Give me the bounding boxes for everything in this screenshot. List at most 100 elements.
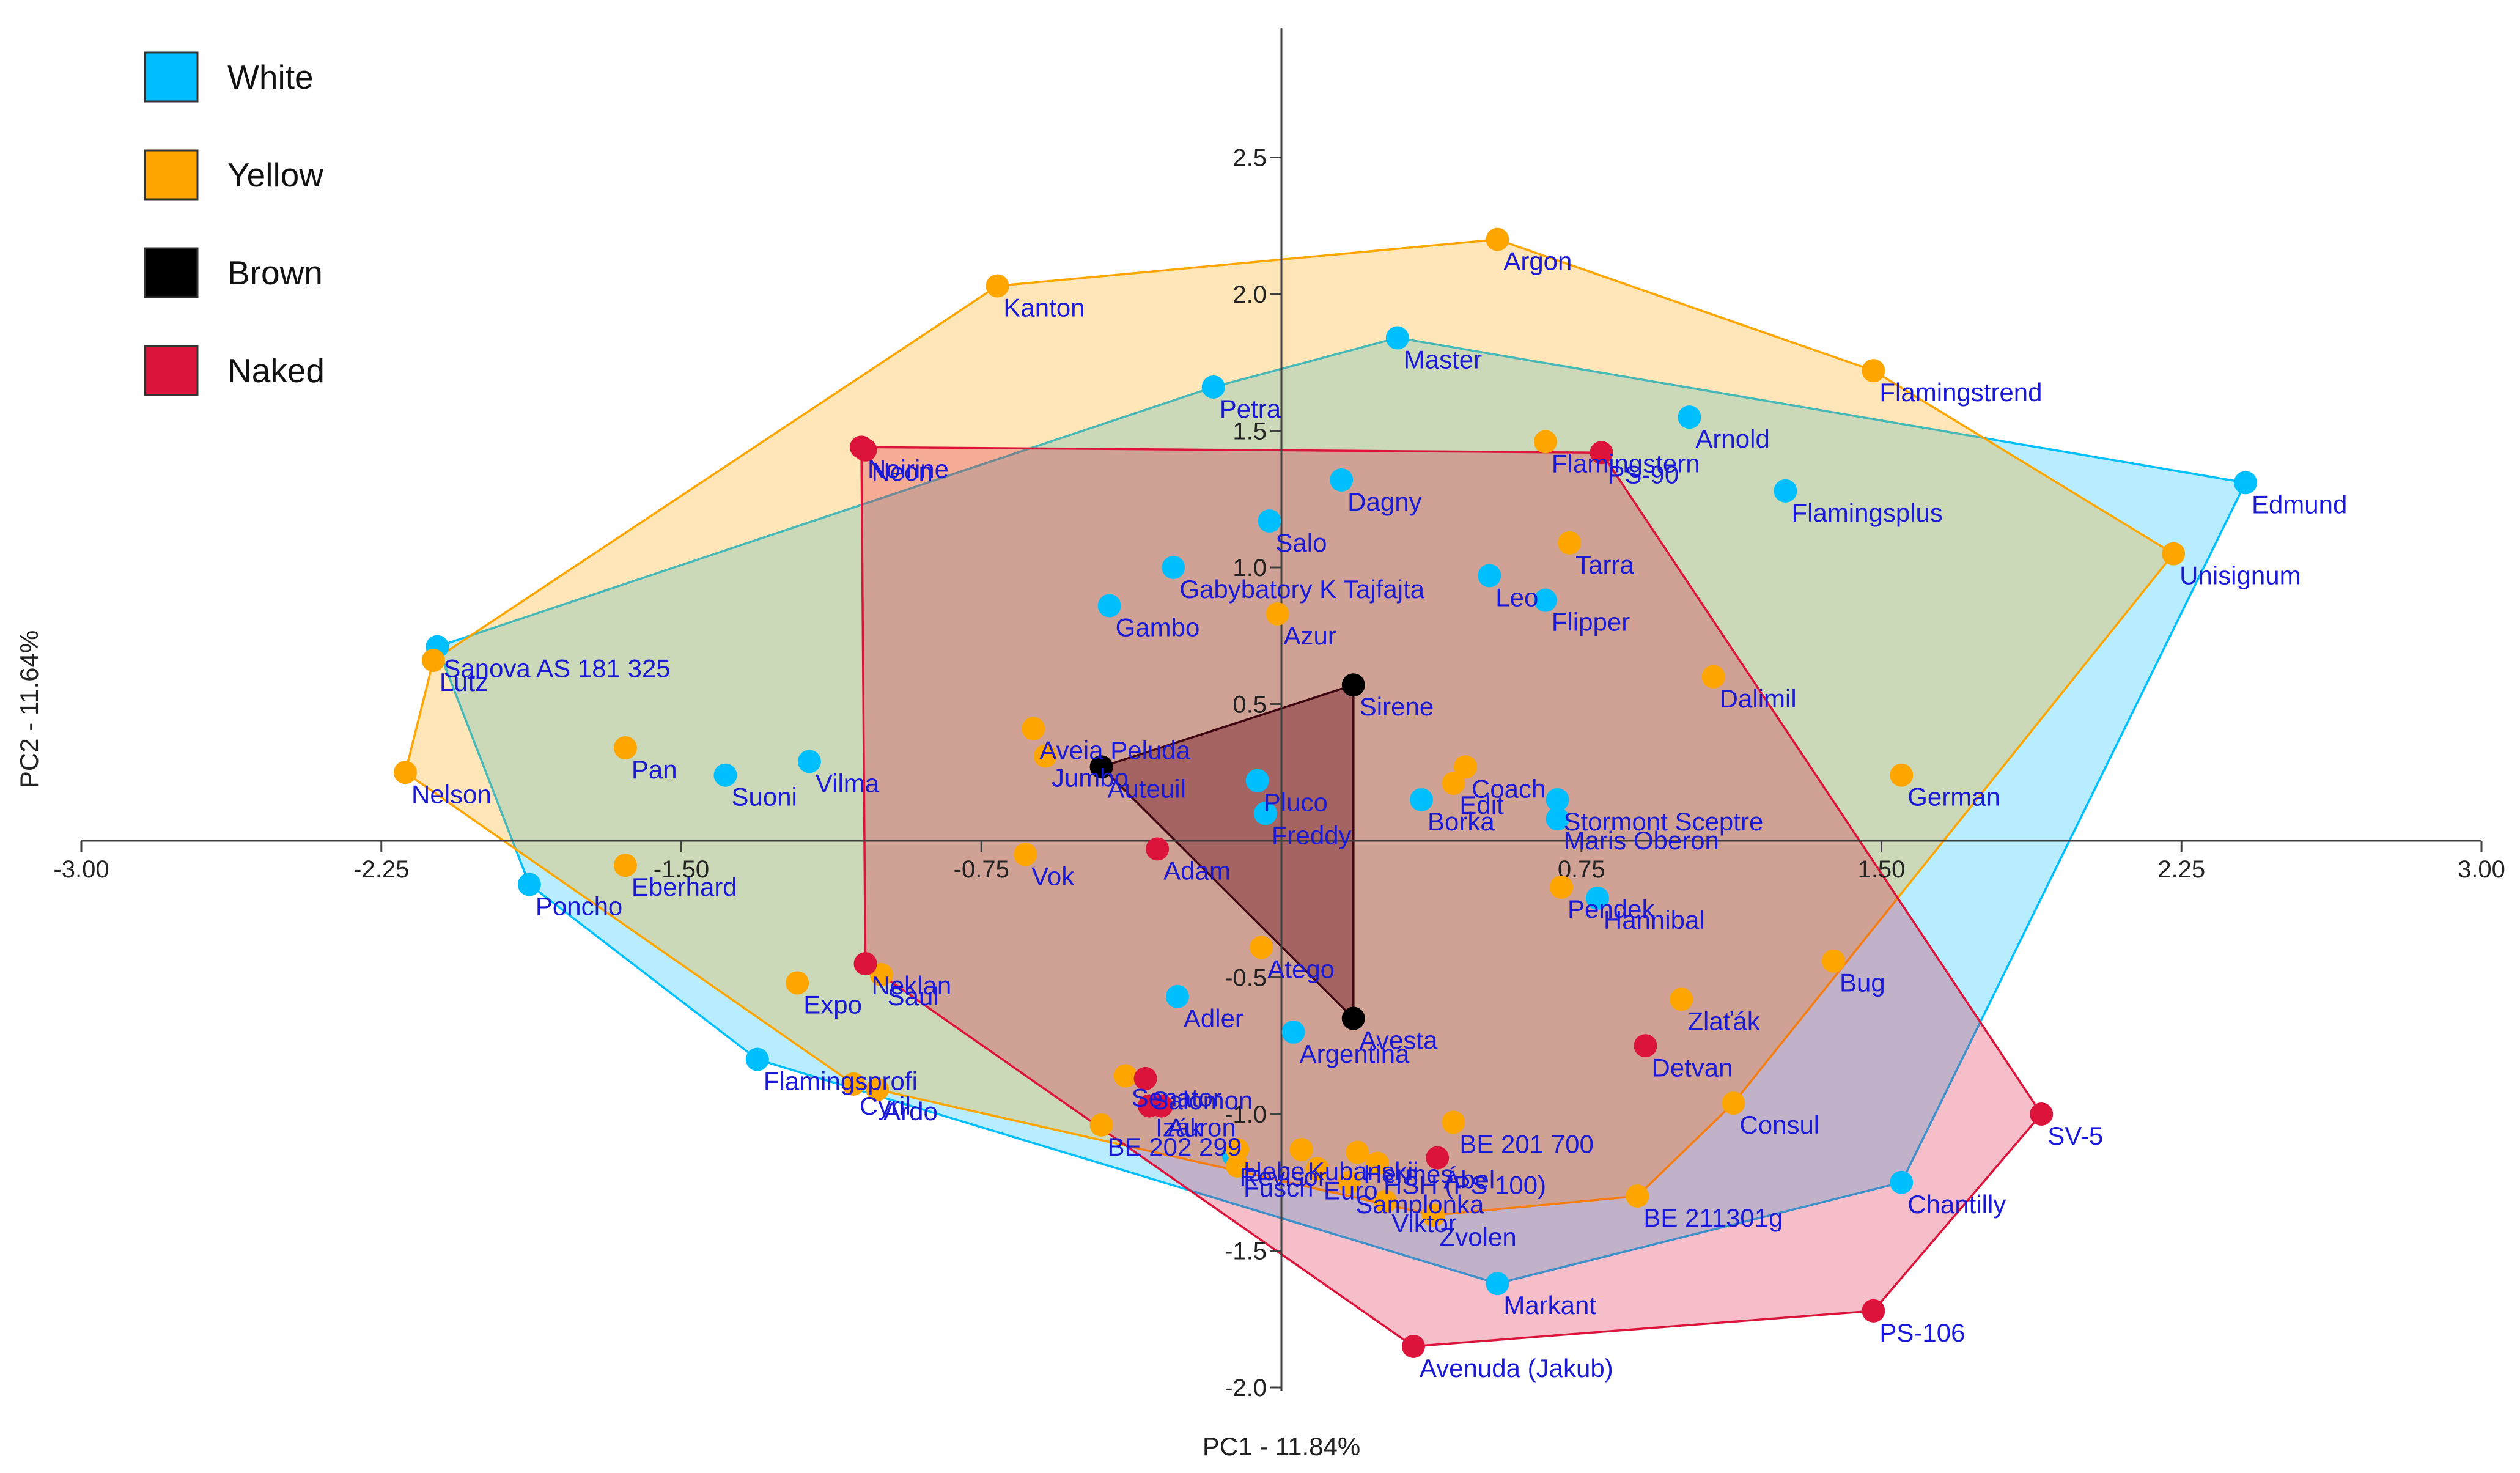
x-tick-label: -3.00 (53, 856, 109, 883)
label-adam: Adam (1163, 856, 1231, 885)
y-axis-title: PC2 - 11.64% (15, 630, 43, 788)
label-auron: Auron (1168, 1113, 1236, 1142)
axis-ticks: -3.00 -2.25 -1.50 -0.75 0.75 1.50 2.25 3.00-2.0… (53, 145, 2505, 1402)
legend-label-yellow: Yellow (227, 156, 323, 194)
point-samplonka (1338, 1170, 1361, 1194)
y-tick-label: -2.0 (1225, 1375, 1267, 1401)
label-ps-106: PS-106 (1879, 1318, 1965, 1347)
point-ps-106 (1862, 1299, 1885, 1323)
point-stormont-sceptre (1546, 788, 1569, 811)
label-euro: Euro (1324, 1176, 1378, 1205)
point-be-201-700 (1442, 1110, 1465, 1134)
point-salomon (1133, 1066, 1157, 1090)
label-senator: Senator (1132, 1083, 1221, 1112)
point-flamingstern (1533, 430, 1557, 454)
point-senator (1113, 1064, 1137, 1088)
y-tick-label: 1.5 (1232, 418, 1267, 445)
label-hannibal: Hannibal (1604, 906, 1705, 934)
label-flamingstern: Flamingstern (1552, 449, 1700, 478)
hull-brown (1099, 683, 1355, 1021)
label-kubanskij: Kubanskij (1308, 1157, 1419, 1186)
label-consul: Consul (1739, 1110, 1819, 1139)
y-tick-label: 0.5 (1232, 692, 1267, 718)
point-labels: Master Petra Arnold Edmund Flamingsplus Dagny… (411, 247, 2347, 1383)
label-avenuda-jakub: Avenuda (Jakub) (1420, 1354, 1613, 1383)
point-edmund (2233, 471, 2257, 495)
legend-swatch-white (144, 51, 199, 103)
label-chantilly: Chantilly (1907, 1190, 2006, 1219)
y-tick-label: -1.5 (1225, 1238, 1267, 1265)
label-aveia-peluda: Aveia Peluda (1039, 736, 1190, 765)
y-tick-label: 2.5 (1232, 145, 1267, 172)
label-edit: Edit (1459, 791, 1504, 819)
point-flamingsprofi (745, 1047, 769, 1071)
label-viktor: Viktor (1391, 1209, 1457, 1238)
point-aveia-peluda (1022, 717, 1045, 740)
label-salomon: Salomon (1152, 1086, 1253, 1115)
point-gambo (1097, 594, 1121, 618)
point-pendek (1550, 875, 1574, 899)
point-hsh-ps-100 (1366, 1151, 1390, 1175)
point-iz-k (1138, 1094, 1162, 1118)
data-points (394, 227, 2257, 1358)
point-nelson (394, 761, 418, 784)
label-sirene: Sirene (1360, 692, 1434, 721)
point-bug (1821, 949, 1845, 973)
legend-swatch-yellow (144, 149, 199, 201)
label-revisor: Revisor (1239, 1162, 1326, 1191)
x-tick-label: -1.50 (654, 856, 709, 883)
point-borka (1410, 788, 1434, 811)
point-pan (613, 736, 637, 760)
point-maris-oberon (1546, 807, 1569, 831)
x-axis-title: PC1 - 11.84% (1203, 1432, 1360, 1461)
point-ardo (866, 1077, 890, 1101)
legend-label-naked: Naked (227, 352, 325, 389)
point-petra (1201, 375, 1225, 399)
label-salo: Salo (1275, 528, 1327, 557)
label-edmund: Edmund (2252, 490, 2347, 519)
label-zvolen: Zvolen (1440, 1222, 1517, 1251)
point-sirene (1341, 673, 1365, 697)
label-tarra: Tarra (1575, 550, 1634, 579)
axes (81, 28, 2481, 1391)
point-auteuil (1089, 755, 1113, 779)
label-arnold: Arnold (1695, 424, 1769, 453)
point-cyril (841, 1072, 865, 1096)
label-bel: Ábel (1443, 1165, 1495, 1194)
point-leo (1478, 564, 1501, 588)
label-maris-oberon: Maris Oberon (1563, 826, 1719, 855)
label-be-201-700: BE 201 700 (1459, 1129, 1594, 1158)
y-tick-label: 1.0 (1232, 555, 1267, 581)
label-be-211301g: BE 211301g (1643, 1203, 1783, 1232)
label-pluco: Pluco (1264, 788, 1328, 817)
point-bel (1426, 1146, 1450, 1170)
label-gabybatory-k-tajfajta: Gabybatory K Tajfajta (1179, 575, 1424, 604)
point-euro (1305, 1157, 1329, 1181)
x-tick-label: 3.00 (2458, 856, 2505, 883)
point-gabybatory-k-tajfajta (1162, 556, 1185, 579)
point-chantilly (1890, 1170, 1914, 1194)
label-flipper: Flipper (1552, 608, 1630, 637)
label-auteuil: Auteuil (1108, 774, 1186, 803)
label-hermes: Hermes (1363, 1160, 1453, 1189)
label-eberhard: Eberhard (632, 873, 737, 901)
legend-label-brown: Brown (227, 254, 323, 292)
point-poncho (517, 873, 541, 896)
point-avesta (1341, 1006, 1365, 1030)
point-expo (786, 971, 809, 995)
label-expo: Expo (803, 990, 862, 1019)
label-markant: Markant (1503, 1291, 1596, 1320)
label-flamingsplus: Flamingsplus (1791, 498, 1942, 527)
point-german (1890, 763, 1914, 787)
point-unisignum (2162, 542, 2186, 566)
label-argon: Argon (1503, 247, 1572, 276)
label-bug: Bug (1840, 969, 1885, 997)
label-unisignum: Unisignum (2179, 561, 2301, 590)
point-vilma (797, 750, 821, 773)
point-hermes (1346, 1140, 1369, 1164)
point-edit (1442, 772, 1465, 796)
label-atego: Atego (1267, 954, 1335, 983)
point-be-211301g (1626, 1184, 1649, 1208)
legend-label-white: White (227, 58, 314, 96)
